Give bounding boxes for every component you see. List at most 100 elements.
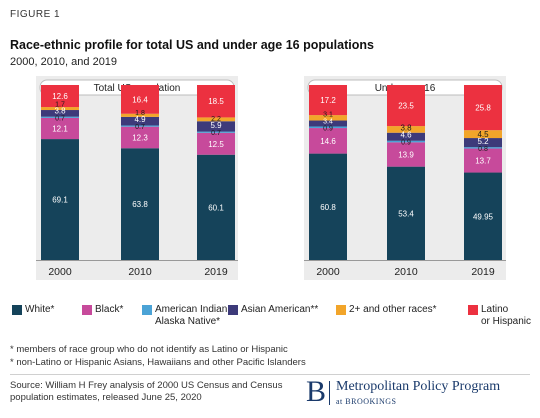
data-label-other: 4.5	[477, 130, 489, 139]
legend-swatch	[228, 305, 238, 315]
legend-swatch	[82, 305, 92, 315]
data-label-white: 49.95	[473, 212, 494, 221]
data-label-black: 12.3	[132, 133, 148, 142]
bar-segment-black	[197, 132, 235, 155]
source-note: Source: William H Frey analysis of 2000 …	[10, 380, 283, 403]
x-tick-label: 2019	[471, 266, 495, 278]
data-label-aian: 0.7	[135, 124, 145, 131]
legend-label: Latino or Hispanic	[481, 304, 532, 327]
data-label-black: 12.1	[52, 124, 68, 133]
legend-swatch	[468, 305, 478, 315]
bar-segment-asian	[387, 132, 425, 141]
data-label-white: 63.8	[132, 200, 148, 209]
legend-label: White*	[25, 304, 55, 315]
bar-segment-aian	[464, 147, 502, 149]
legend-label: Black*	[95, 304, 124, 315]
logo-divider	[329, 381, 330, 405]
bar-segment-asian	[309, 120, 347, 127]
legend-label: 2+ and other races*	[349, 304, 437, 315]
logo-title: Metropolitan Policy Program	[336, 379, 501, 394]
bar-segment-asian	[41, 110, 79, 117]
data-label-white: 53.4	[398, 209, 414, 218]
bar-segment-black	[464, 148, 502, 173]
data-label-aian: 0.7	[55, 115, 65, 122]
data-label-asian: 4.6	[400, 131, 412, 140]
bar-segment-white	[197, 154, 235, 260]
bar-segment-other	[41, 107, 79, 111]
bar-segment-other	[121, 113, 159, 117]
data-label-aian: 0.7	[211, 130, 221, 137]
data-label-asian: 5.9	[210, 121, 222, 130]
bar-segment-white	[121, 148, 159, 260]
bar-segment-aian	[121, 125, 159, 127]
bar-segment-white	[387, 166, 425, 260]
bar-segment-other	[464, 130, 502, 139]
data-label-latino: 23.5	[398, 102, 414, 111]
footer-divider	[10, 374, 530, 375]
data-label-white: 60.1	[208, 203, 224, 212]
bar-segment-aian	[41, 116, 79, 118]
x-tick-label: 2000	[48, 266, 72, 278]
data-label-latino: 25.8	[475, 104, 491, 113]
bar-segment-aian	[309, 126, 347, 129]
chart-subtitle: 2000, 2010, and 2019	[10, 56, 118, 68]
data-label-other: 3.8	[400, 124, 412, 133]
data-label-white: 60.8	[320, 203, 336, 212]
bar-segment-aian	[387, 140, 425, 143]
legend-label: Asian American**	[241, 304, 319, 315]
legend-swatch	[12, 305, 22, 315]
logo-subtitle: at BROOKINGS	[336, 397, 397, 406]
data-label-black: 13.7	[475, 157, 491, 166]
data-label-other: 1.8	[135, 110, 145, 117]
data-label-latino: 18.5	[208, 97, 224, 106]
bar-segment-asian	[121, 116, 159, 126]
bar-segment-latino	[309, 85, 347, 116]
data-label-latino: 16.4	[132, 95, 148, 104]
bar-segment-black	[309, 128, 347, 154]
bar-segment-white	[309, 153, 347, 260]
data-label-asian: 4.9	[134, 115, 146, 124]
bar-segment-white	[41, 139, 79, 260]
bar-segment-black	[387, 142, 425, 167]
data-label-other: 2.2	[211, 116, 221, 123]
bar-segment-white	[464, 172, 502, 260]
data-label-other: 3.1	[323, 111, 333, 118]
data-label-aian: 0.8	[478, 146, 488, 153]
bar-segment-other	[197, 117, 235, 122]
bar-segment-latino	[197, 85, 235, 118]
legend: White* Black* American Indian Alaska Native…	[12, 304, 532, 334]
x-tick-label: 2010	[128, 266, 152, 278]
bar-segment-aian	[197, 131, 235, 133]
bar-segment-asian	[197, 121, 235, 132]
stacked-bar-charts: Total US population69.112.10.73.81.712.6…	[36, 76, 506, 280]
bar-segment-other	[309, 115, 347, 121]
data-label-black: 12.5	[208, 140, 224, 149]
data-label-black: 14.6	[320, 137, 336, 146]
chart-title: Race-ethnic profile for total US and und…	[10, 38, 374, 52]
x-tick-label: 2019	[204, 266, 228, 278]
legend-label: American Indian Alaska Native*	[155, 304, 228, 327]
footnote-race: * members of race group who do not ident…	[10, 344, 288, 355]
bar-segment-black	[121, 126, 159, 149]
legend-swatch	[142, 305, 152, 315]
bar-segment-latino	[464, 85, 502, 131]
figure-label: FIGURE 1	[10, 9, 61, 20]
brookings-logo-mark: B	[306, 375, 327, 408]
data-label-latino: 12.6	[52, 92, 68, 101]
data-label-asian: 3.4	[323, 118, 333, 125]
footnote-asian: * non-Latino or Hispanic Asians, Hawaiia…	[10, 357, 306, 368]
bar-segment-black	[41, 117, 79, 140]
data-label-asian: 5.2	[477, 137, 489, 146]
bar-segment-other	[387, 126, 425, 133]
legend-swatch	[336, 305, 346, 315]
data-label-white: 69.1	[52, 196, 68, 205]
data-label-aian: 0.9	[323, 125, 333, 132]
data-label-asian: 3.8	[54, 106, 66, 115]
bar-segment-latino	[121, 85, 159, 114]
bar-segment-latino	[41, 85, 79, 108]
bar-segment-asian	[464, 138, 502, 148]
data-label-black: 13.9	[398, 150, 414, 159]
data-label-other: 1.7	[55, 101, 65, 108]
data-label-latino: 17.2	[320, 96, 336, 105]
x-tick-label: 2010	[394, 266, 418, 278]
